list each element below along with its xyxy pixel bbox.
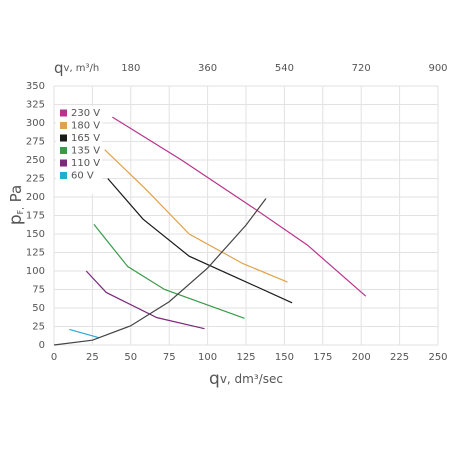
x2-tick-label: 360	[198, 63, 217, 74]
y-tick-label: 0	[39, 340, 45, 351]
x-tick-label: 75	[163, 352, 176, 363]
legend-label: 180 V	[71, 121, 100, 132]
y-tick-label: 175	[26, 211, 45, 222]
x-label: qv, dm³/sec	[209, 369, 283, 389]
legend-swatch	[60, 172, 67, 179]
legend-label: 135 V	[71, 146, 100, 157]
y-tick-label: 75	[32, 285, 45, 296]
y-tick-label: 150	[26, 229, 45, 240]
x2-tick-label: 720	[352, 63, 371, 74]
x-tick-label: 125	[236, 352, 255, 363]
y-tick-label: 200	[26, 192, 45, 203]
y-label-sub: F,	[16, 207, 25, 214]
series-line	[53, 198, 267, 346]
legend-label: 110 V	[71, 158, 100, 169]
legend-swatch	[60, 134, 67, 142]
x2-tick-label: 540	[275, 63, 294, 74]
x-tick-label: 225	[390, 352, 409, 363]
series-line	[104, 149, 288, 283]
x-tick-label: 100	[198, 352, 217, 363]
y-label: pF, Pa	[6, 185, 26, 225]
legend-swatch	[60, 122, 67, 129]
x-tick-label: 25	[86, 352, 99, 363]
x-label-main: q	[209, 369, 220, 389]
x-tick-label: 200	[352, 352, 371, 363]
y-tick-label: 350	[26, 81, 45, 92]
x2-tick-label: 900	[428, 63, 447, 74]
series-line	[107, 178, 293, 304]
x-tick-label: 150	[275, 352, 294, 363]
x-label-rest: v, dm³/sec	[220, 372, 283, 386]
y-tick-label: 250	[26, 155, 45, 166]
x2-label-rest: v, m³/h	[64, 63, 100, 74]
y-tick-label: 325	[26, 100, 45, 111]
y-label-main: p	[6, 214, 26, 225]
legend-label: 165 V	[71, 133, 100, 144]
legend-swatch	[60, 147, 67, 154]
y-tick-label: 100	[26, 266, 45, 277]
y-label-unit: Pa	[7, 185, 25, 207]
legend-label: 230 V	[71, 108, 100, 119]
x2-tick-label: 180	[121, 63, 140, 74]
x-tick-label: 175	[313, 352, 332, 363]
series-line	[112, 116, 367, 297]
y-tick-label: 275	[26, 137, 45, 148]
legend-swatch	[60, 159, 67, 167]
legend-swatch	[60, 109, 67, 117]
y-tick-label: 50	[32, 303, 45, 314]
y-tick-label: 125	[26, 248, 45, 259]
y-tick-label: 225	[26, 174, 45, 185]
x-tick-label: 250	[428, 352, 447, 363]
x2-label: qv, m³/h	[54, 59, 99, 77]
x-tick-label: 50	[124, 352, 137, 363]
y-tick-label: 300	[26, 118, 45, 129]
x2-label-main: q	[54, 59, 64, 77]
y-tick-label: 25	[32, 322, 45, 333]
x-tick-label: 0	[51, 352, 57, 363]
series-line	[85, 270, 205, 330]
series-line	[69, 328, 99, 339]
series-line	[93, 224, 245, 319]
legend-label: 60 V	[71, 171, 94, 182]
